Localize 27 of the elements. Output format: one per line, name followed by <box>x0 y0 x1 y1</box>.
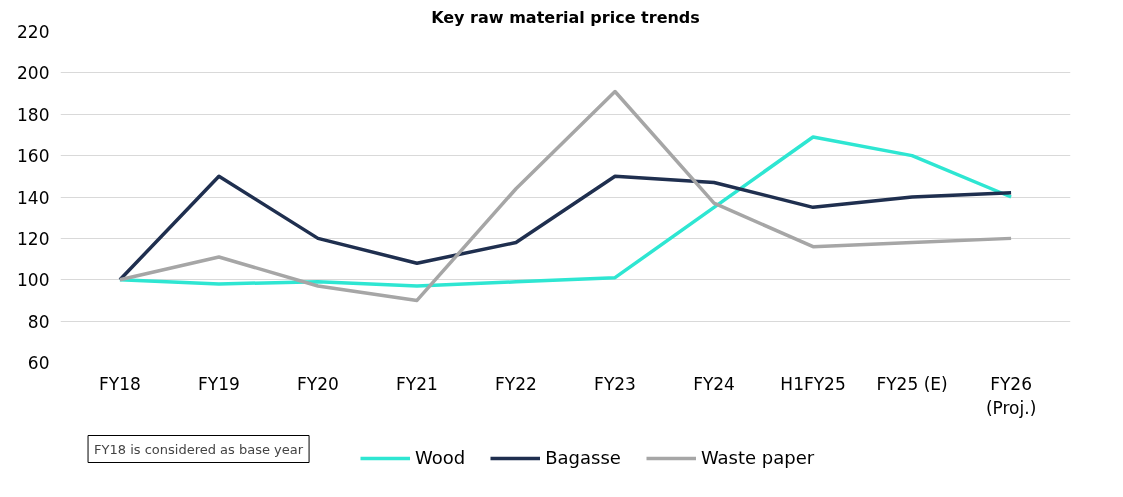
y-tick-label: 60 <box>27 353 50 373</box>
x-tick-label: FY26 (Proj.) <box>985 373 1037 418</box>
x-tick-label: FY24 <box>693 373 735 394</box>
y-tick-label: 140 <box>17 187 50 208</box>
line-series <box>118 89 1013 303</box>
y-tick-label: 220 <box>17 22 50 42</box>
line-series <box>118 135 1013 288</box>
legend-label: Wood <box>415 447 466 468</box>
y-tick-label: 200 <box>17 63 50 84</box>
y-tick-label: 160 <box>17 146 50 167</box>
x-tick-label: FY22 <box>495 373 537 394</box>
y-tick-label: 80 <box>27 311 50 332</box>
x-tick-label: FY23 <box>594 373 636 394</box>
x-tick-label: FY21 <box>396 373 438 394</box>
y-tick-label: 100 <box>17 270 50 291</box>
text: FY18 is considered as base year <box>94 441 304 457</box>
y-tick-label: 120 <box>17 228 50 249</box>
chart-title: Key raw material price trends <box>431 7 700 27</box>
x-tick-label: H1FY25 <box>780 373 846 394</box>
x-tick-label: FY19 <box>198 373 240 394</box>
line-series <box>118 174 1013 282</box>
x-tick-label: FY20 <box>297 373 339 394</box>
x-tick-label: FY25 (E) <box>876 373 948 394</box>
legend-label: Bagasse <box>545 447 621 468</box>
legend-label: Waste paper <box>700 447 815 468</box>
y-tick-label: 180 <box>17 104 50 125</box>
x-tick-label: FY18 <box>99 373 141 394</box>
